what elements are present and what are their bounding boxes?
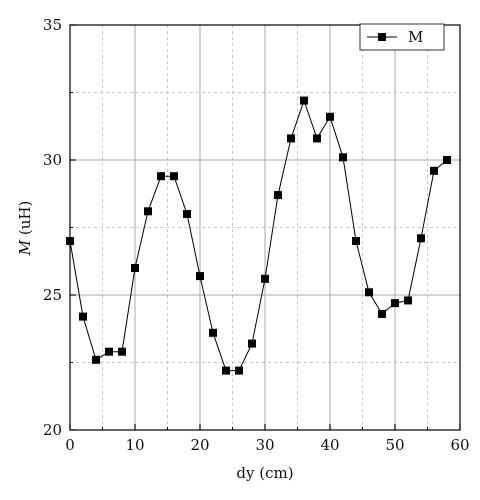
data-point bbox=[222, 366, 230, 375]
x-tick-label: 10 bbox=[125, 436, 144, 454]
data-point bbox=[378, 309, 386, 318]
data-point bbox=[183, 210, 191, 218]
data-point bbox=[391, 299, 399, 308]
legend: M bbox=[359, 23, 445, 51]
x-tick-label: 30 bbox=[255, 436, 274, 454]
legend-marker bbox=[378, 33, 386, 41]
y-tick-label: 35 bbox=[43, 16, 62, 34]
x-tick-label: 60 bbox=[450, 436, 469, 454]
data-point bbox=[248, 339, 256, 348]
data-point bbox=[339, 153, 347, 162]
data-point bbox=[196, 272, 204, 281]
data-point bbox=[274, 191, 282, 200]
data-point bbox=[144, 207, 152, 216]
x-tick-label: 0 bbox=[65, 436, 75, 454]
data-point bbox=[326, 112, 334, 121]
series-layer bbox=[66, 96, 451, 375]
data-point bbox=[118, 347, 126, 356]
tick-labels: 0 10 20 30 40 50 60 20 25 30 35 bbox=[43, 16, 470, 454]
data-point bbox=[209, 328, 217, 337]
data-point bbox=[300, 96, 308, 105]
axis-ticks bbox=[69, 24, 461, 431]
data-point bbox=[443, 156, 451, 164]
data-point bbox=[92, 355, 100, 364]
y-axis-label-unit: (uH) bbox=[16, 201, 34, 240]
data-point bbox=[170, 172, 178, 181]
data-point bbox=[365, 288, 373, 297]
x-tick-label: 40 bbox=[320, 436, 339, 454]
major-gridlines bbox=[70, 25, 460, 430]
data-point bbox=[287, 134, 295, 143]
data-point bbox=[157, 172, 165, 181]
x-tick-label: 20 bbox=[190, 436, 209, 454]
y-tick-label: 25 bbox=[43, 286, 62, 304]
data-point bbox=[417, 234, 425, 243]
data-point bbox=[105, 347, 113, 356]
legend-label: M bbox=[408, 28, 423, 46]
data-point bbox=[352, 237, 360, 245]
x-axis-label: dy (cm) bbox=[236, 464, 293, 482]
y-tick-label: 20 bbox=[43, 421, 62, 439]
data-point bbox=[235, 366, 243, 375]
data-point bbox=[131, 264, 139, 272]
data-point bbox=[430, 166, 438, 175]
y-axis-label: M (uH) bbox=[16, 201, 34, 257]
y-axis-label-symbol: M bbox=[16, 239, 34, 256]
data-point bbox=[79, 312, 87, 321]
y-tick-label: 30 bbox=[43, 151, 62, 169]
x-tick-label: 50 bbox=[385, 436, 404, 454]
data-point bbox=[66, 237, 74, 245]
data-point bbox=[404, 296, 412, 305]
data-point bbox=[313, 134, 321, 143]
data-point bbox=[261, 274, 269, 283]
